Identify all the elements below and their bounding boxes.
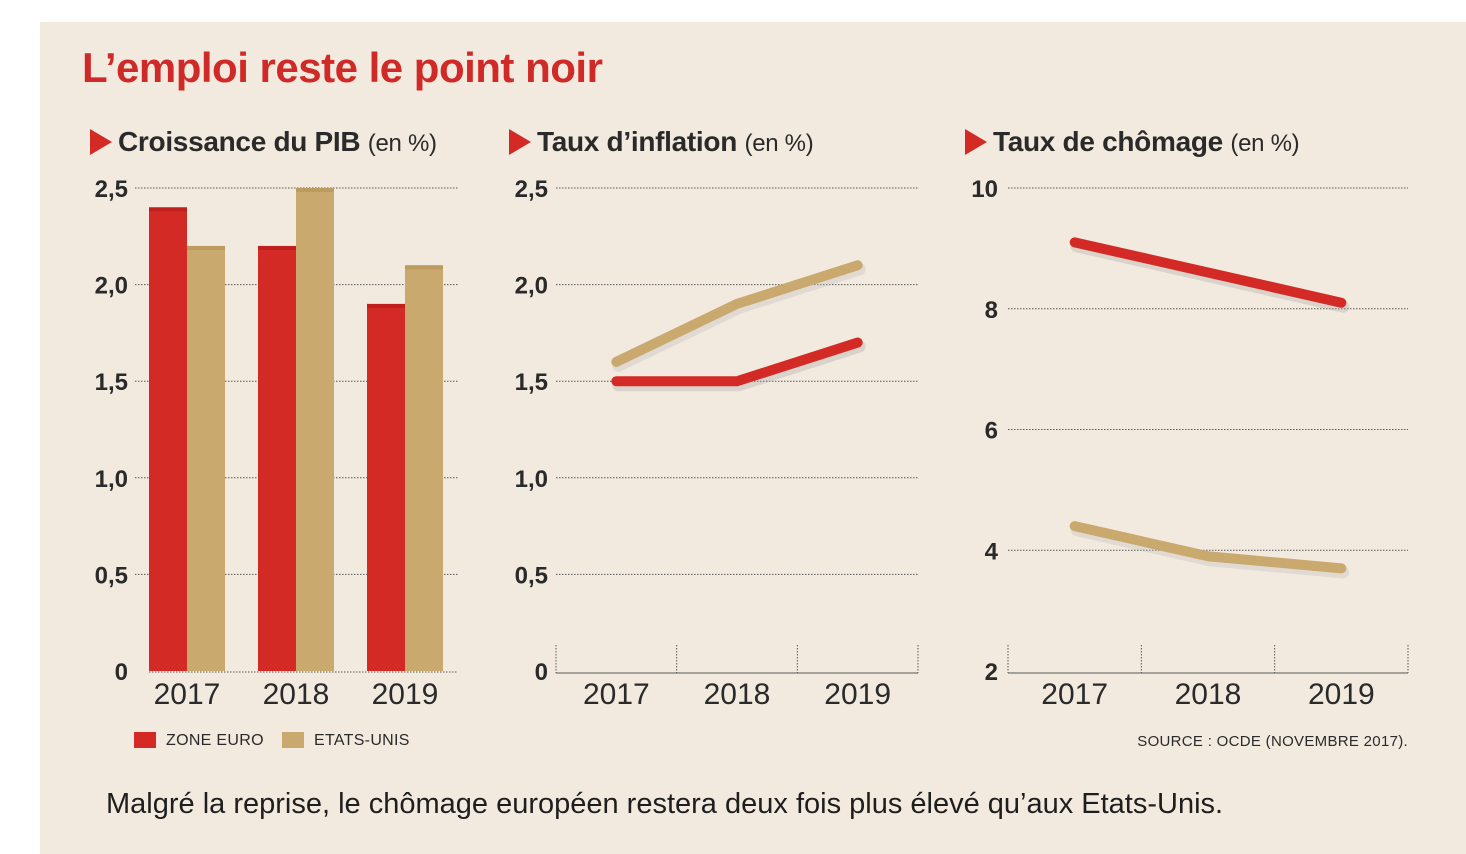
triangle-icon (90, 129, 112, 155)
y-tick-label: 10 (971, 176, 998, 203)
bar-cap (296, 188, 334, 192)
bar-cap (258, 245, 296, 250)
point-zone-euro-2017 (615, 380, 617, 382)
chart-title-pib: Croissance du PIB (en %) (90, 126, 437, 158)
chart-title-chomage-text: Taux de chômage (993, 126, 1223, 157)
point-zone-euro-2018 (736, 380, 738, 382)
chart-unit-inflation: (en %) (744, 130, 814, 157)
bar-cap (405, 265, 443, 270)
x-tick-label: 2019 (372, 678, 439, 711)
y-tick-label: 0,5 (95, 562, 128, 589)
y-tick-label: 0 (535, 659, 548, 686)
legend-swatch-zone-euro (134, 732, 156, 748)
y-tick-label: 1,5 (515, 369, 548, 396)
bar-cap (187, 245, 225, 250)
bar-etats-unis-2017 (187, 245, 225, 671)
y-tick-label: 6 (985, 418, 998, 445)
x-tick-label: 2019 (824, 678, 891, 711)
point-etats-unis-2017 (615, 361, 617, 363)
x-tick-label: 2018 (704, 678, 771, 711)
point-etats-unis-2019 (1340, 567, 1342, 569)
point-zone-euro-2019 (857, 342, 859, 344)
x-tick-label: 2017 (154, 678, 221, 711)
x-tick-label: 2017 (583, 678, 650, 711)
y-tick-label: 4 (985, 538, 999, 565)
chart-title-chomage: Taux de chômage (en %) (965, 126, 1300, 158)
chart-croissance-pib: 2,5 2,0 1,5 1,0 0,5 0 2017 2018 2019 (95, 176, 458, 711)
point-etats-unis-2018 (736, 303, 738, 305)
y-tick-label: 2,0 (515, 273, 548, 300)
y-tick-label: 1,0 (95, 466, 128, 493)
caption: Malgré la reprise, le chômage européen r… (106, 788, 1224, 820)
y-tick-label: 2 (985, 659, 998, 686)
chart-title-pib-text: Croissance du PIB (118, 126, 361, 157)
chart-title-inflation: Taux d’inflation (en %) (509, 126, 814, 158)
point-etats-unis-2018 (1207, 555, 1209, 557)
bar-zone-euro-2018 (258, 245, 296, 671)
y-tick-label: 0 (115, 659, 128, 686)
y-tick-label: 2,5 (515, 176, 548, 203)
y-tick-label: 2,5 (95, 176, 128, 203)
x-tick-label: 2017 (1041, 678, 1108, 711)
bar-cap (149, 207, 187, 212)
bar-etats-unis-2019 (405, 265, 443, 671)
y-tick-label: 0,5 (515, 562, 548, 589)
x-tick-label: 2019 (1308, 678, 1375, 711)
triangle-icon (965, 129, 987, 155)
legend-swatch-etats-unis (282, 732, 304, 748)
y-tick-label: 1,0 (515, 466, 548, 493)
point-zone-euro-2017 (1074, 241, 1076, 243)
source-note: SOURCE : OCDE (NOVEMBRE 2017). (1137, 733, 1408, 750)
x-tick-label: 2018 (263, 678, 330, 711)
y-tick-label: 8 (985, 297, 998, 324)
bar-etats-unis-2018 (296, 188, 334, 671)
main-title: L’emploi reste le point noir (82, 44, 603, 91)
chart-taux-chomage: 10 8 6 4 2 2017 2018 2019 (971, 176, 1409, 711)
x-tick-label: 2018 (1175, 678, 1242, 711)
chart-title-inflation-text: Taux d’inflation (537, 126, 738, 157)
point-etats-unis-2017 (1074, 525, 1076, 527)
triangle-icon (509, 129, 531, 155)
chart-unit-chomage: (en %) (1230, 130, 1300, 157)
bar-zone-euro-2019 (367, 303, 405, 671)
point-etats-unis-2019 (857, 264, 859, 266)
y-tick-label: 1,5 (95, 369, 128, 396)
y-tick-label: 2,0 (95, 273, 128, 300)
chart-unit-pib: (en %) (367, 130, 437, 157)
bar-cap (367, 303, 405, 308)
chart-taux-inflation: 2,5 2,0 1,5 1,0 0,5 0 2017 2018 2019 (515, 176, 919, 711)
point-zone-euro-2018 (1207, 272, 1209, 274)
legend-label-etats-unis: ETATS-UNIS (314, 732, 410, 749)
bar-zone-euro-2017 (149, 207, 187, 671)
legend-label-zone-euro: ZONE EURO (166, 732, 264, 749)
point-zone-euro-2019 (1340, 302, 1342, 304)
